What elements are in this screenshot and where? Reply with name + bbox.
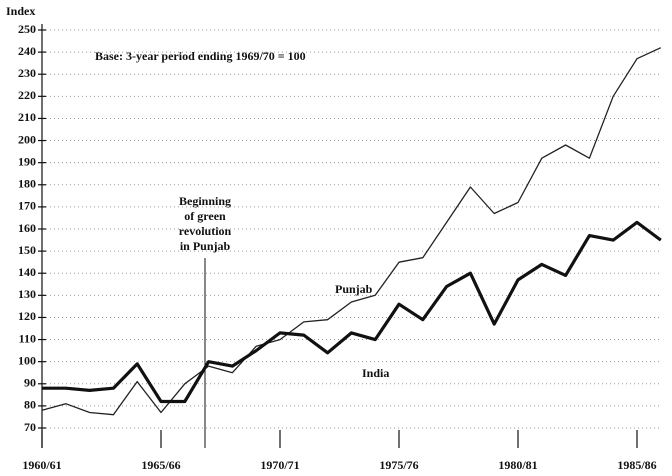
y-tick-label: 80 — [24, 398, 36, 412]
x-tick-label: 1985/86 — [617, 458, 656, 472]
y-tick-label: 220 — [18, 88, 36, 102]
y-tick-label: 180 — [18, 177, 36, 191]
y-tick-label: 250 — [18, 22, 36, 36]
y-axis-label: Index — [6, 4, 35, 18]
x-tick-label: 1975/76 — [379, 458, 418, 472]
y-tick-label: 120 — [18, 309, 36, 323]
y-tick-label: 100 — [18, 353, 36, 367]
series-label: India — [362, 366, 389, 380]
x-tick-label: 1970/71 — [260, 458, 299, 472]
y-tick-label: 90 — [24, 376, 36, 390]
annotation: Base: 3-year period ending 1969/70 = 100 — [95, 49, 306, 63]
event-note-line: revolution — [179, 224, 232, 238]
y-tick-label: 170 — [18, 199, 36, 213]
y-tick-label: 150 — [18, 243, 36, 257]
y-tick-label: 140 — [18, 265, 36, 279]
y-tick-label: 190 — [18, 154, 36, 168]
y-tick-label: 70 — [24, 420, 36, 434]
y-tick-label: 160 — [18, 221, 36, 235]
event-note: Beginning of green revolution in Punjab — [179, 194, 232, 253]
y-tick-label: 200 — [18, 132, 36, 146]
series-line — [41, 47, 662, 416]
y-tick-label: 130 — [18, 287, 36, 301]
series-line — [42, 220, 662, 404]
event-note-line: of green — [184, 209, 226, 223]
y-tick-label: 240 — [18, 44, 36, 58]
series-label: Punjab — [335, 282, 373, 296]
y-tick-label: 110 — [19, 331, 36, 345]
event-note-line: in Punjab — [180, 239, 231, 253]
y-tick-label: 230 — [18, 66, 36, 80]
x-tick-label: 1965/66 — [141, 458, 180, 472]
event-note-line: Beginning — [179, 194, 231, 208]
y-tick-label: 210 — [18, 110, 36, 124]
x-tick-label: 1960/61 — [22, 458, 61, 472]
x-tick-label: 1980/81 — [498, 458, 537, 472]
